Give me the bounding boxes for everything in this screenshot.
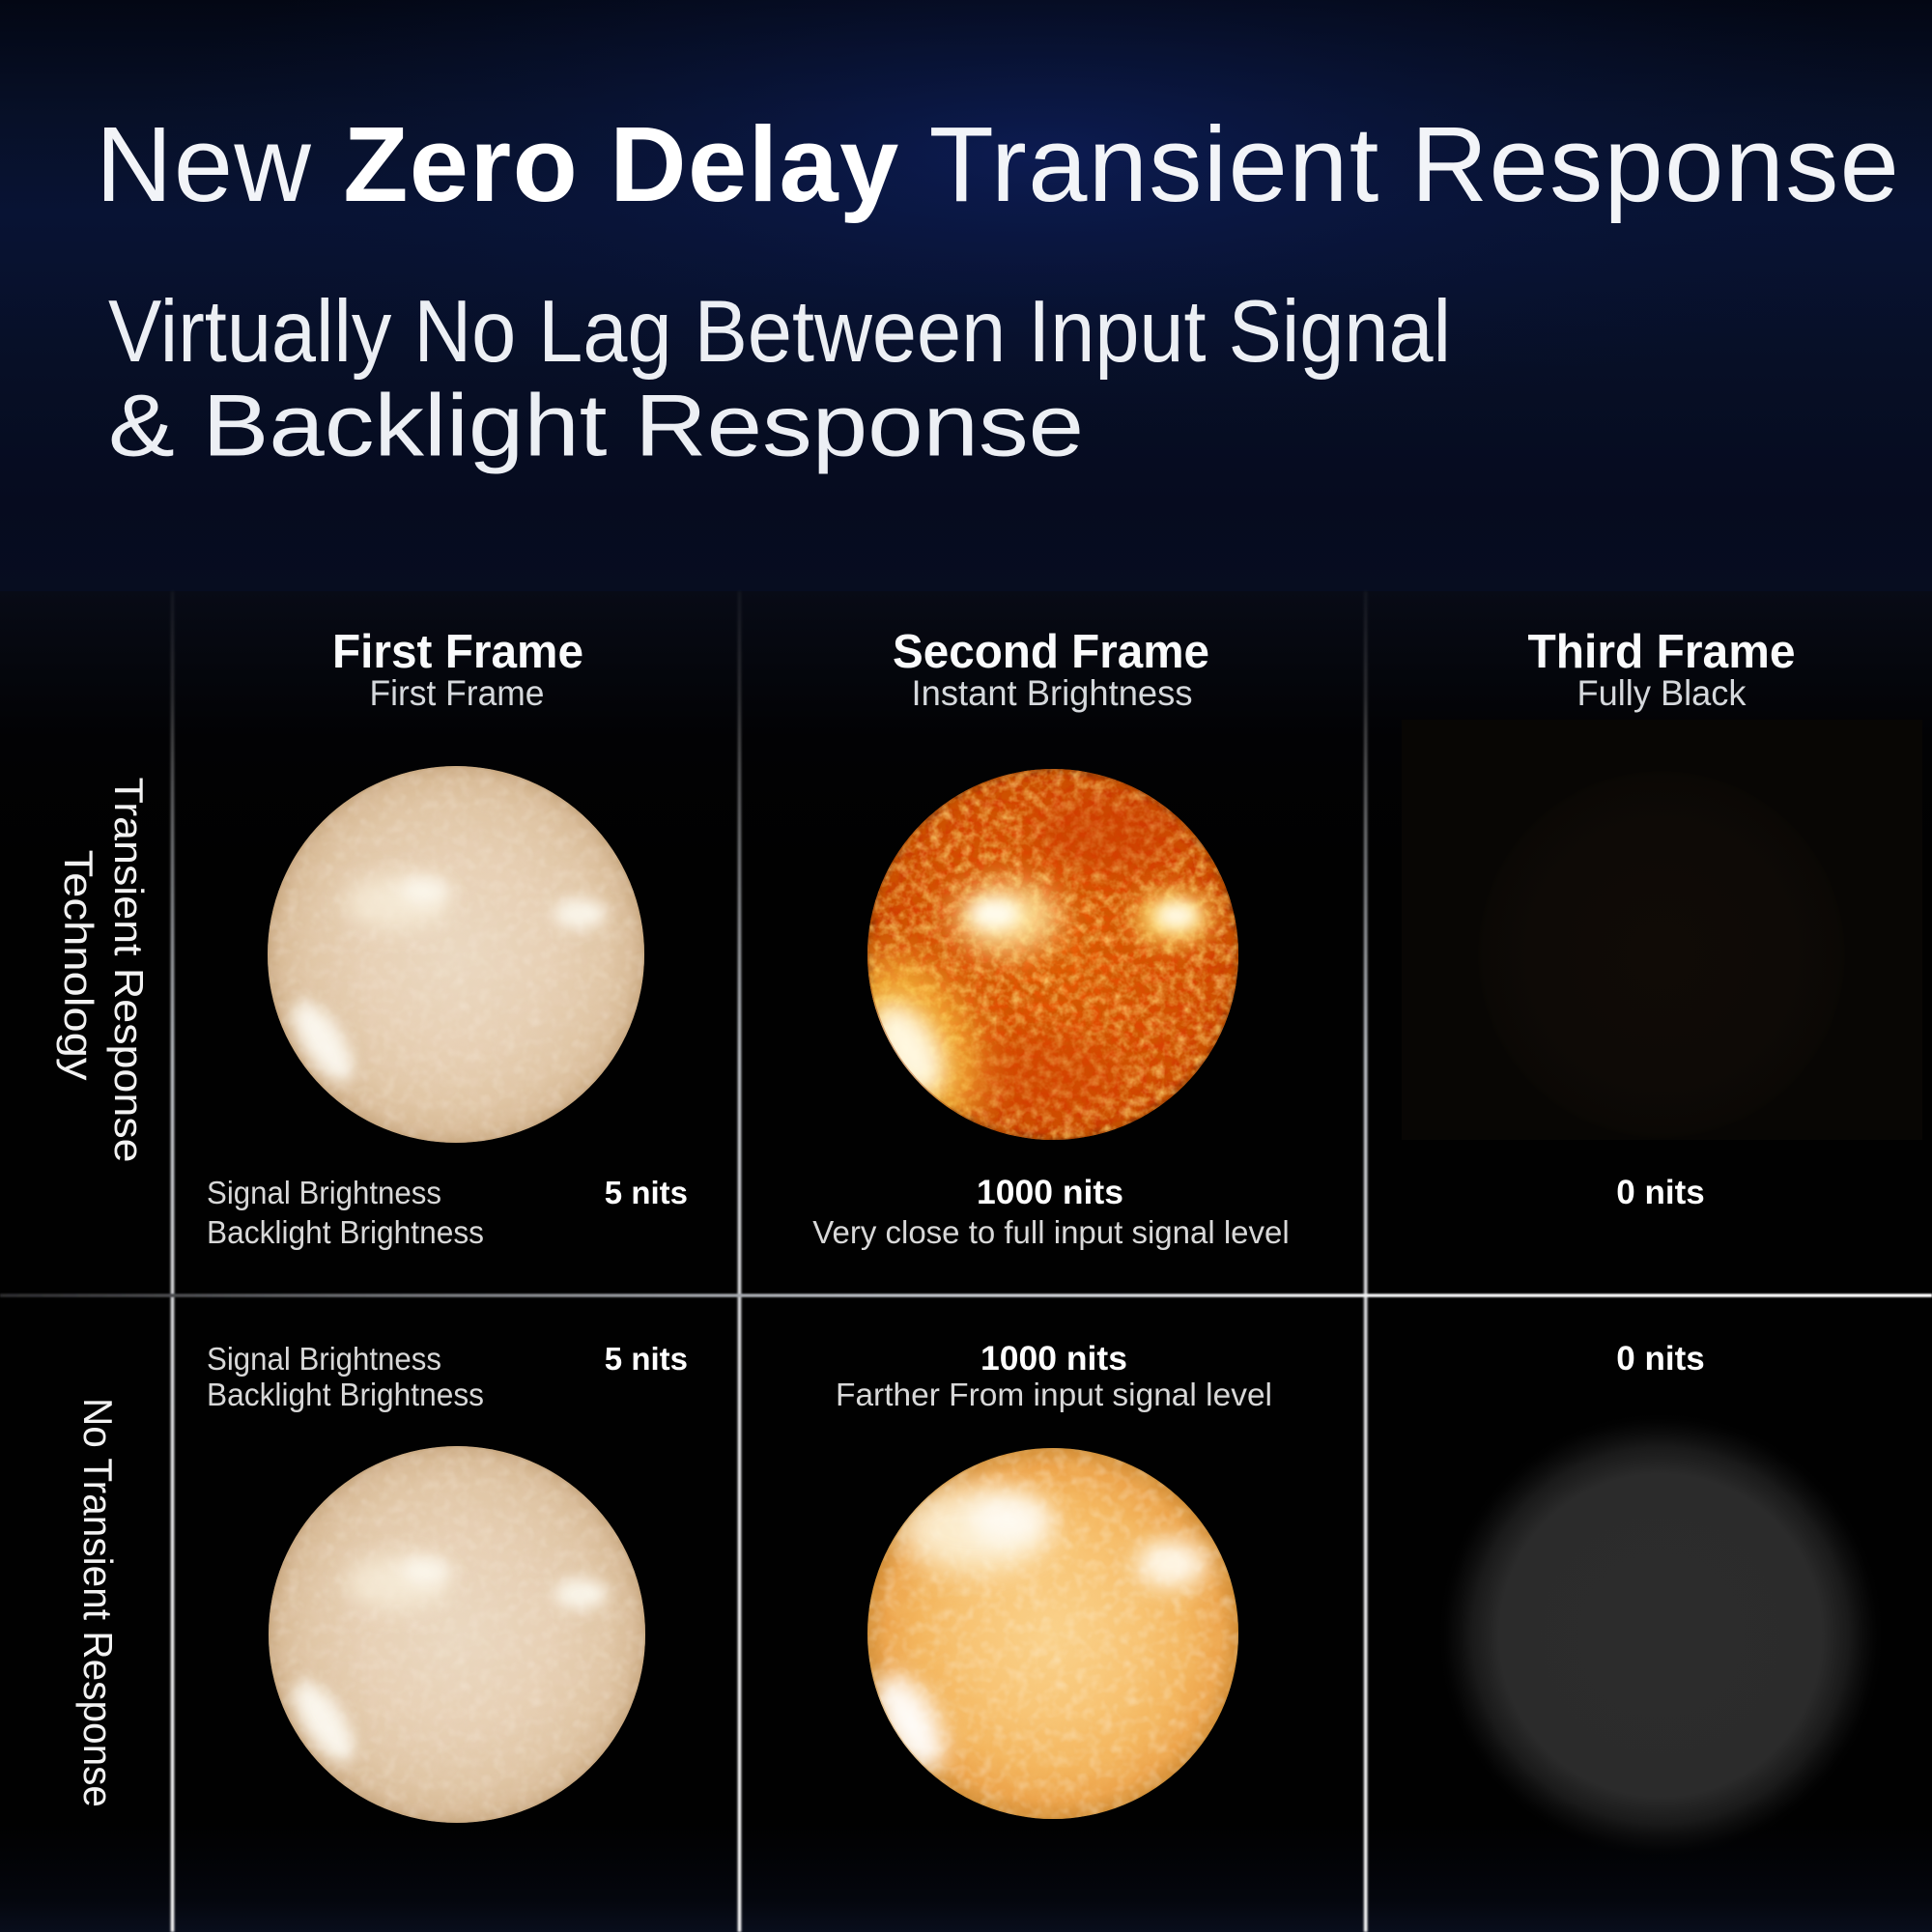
svg-text:1000 nits: 1000 nits <box>980 1340 1127 1378</box>
svg-text:0 nits: 0 nits <box>1616 1340 1704 1378</box>
svg-text:Very close to full input signa: Very close to full input signal level <box>812 1214 1289 1250</box>
svg-text:Farther From input signal leve: Farther From input signal level <box>836 1377 1272 1412</box>
svg-text:1000 nits: 1000 nits <box>977 1174 1123 1211</box>
svg-text:Second Frame: Second Frame <box>893 626 1209 678</box>
svg-text:Instant Brightness: Instant Brightness <box>912 673 1193 713</box>
svg-text:First Frame: First Frame <box>370 673 545 713</box>
svg-text:Technology: Technology <box>56 850 101 1081</box>
svg-text:5 nits: 5 nits <box>605 1341 688 1377</box>
svg-text:Transient Response: Transient Response <box>106 778 152 1163</box>
svg-text:No Transient Response: No Transient Response <box>75 1398 121 1807</box>
svg-text:0 nits: 0 nits <box>1616 1174 1704 1211</box>
svg-text:5 nits: 5 nits <box>605 1175 688 1210</box>
svg-text:Virtually No Lag Between Input: Virtually No Lag Between Input Signal <box>108 283 1451 381</box>
svg-text:Third Frame: Third Frame <box>1528 626 1796 678</box>
svg-text:First Frame: First Frame <box>332 626 583 678</box>
svg-text:Backlight Brightness: Backlight Brightness <box>207 1214 484 1250</box>
svg-text:Backlight Brightness: Backlight Brightness <box>207 1377 484 1412</box>
svg-text:Signal Brightness: Signal Brightness <box>207 1341 441 1377</box>
svg-text:New Zero Delay Transient Respo: New Zero Delay Transient Response <box>96 105 1900 224</box>
svg-text:& Backlight Response: & Backlight Response <box>108 378 1084 475</box>
svg-text:Signal Brightness: Signal Brightness <box>207 1175 441 1210</box>
svg-text:Fully Black: Fully Black <box>1577 673 1747 713</box>
